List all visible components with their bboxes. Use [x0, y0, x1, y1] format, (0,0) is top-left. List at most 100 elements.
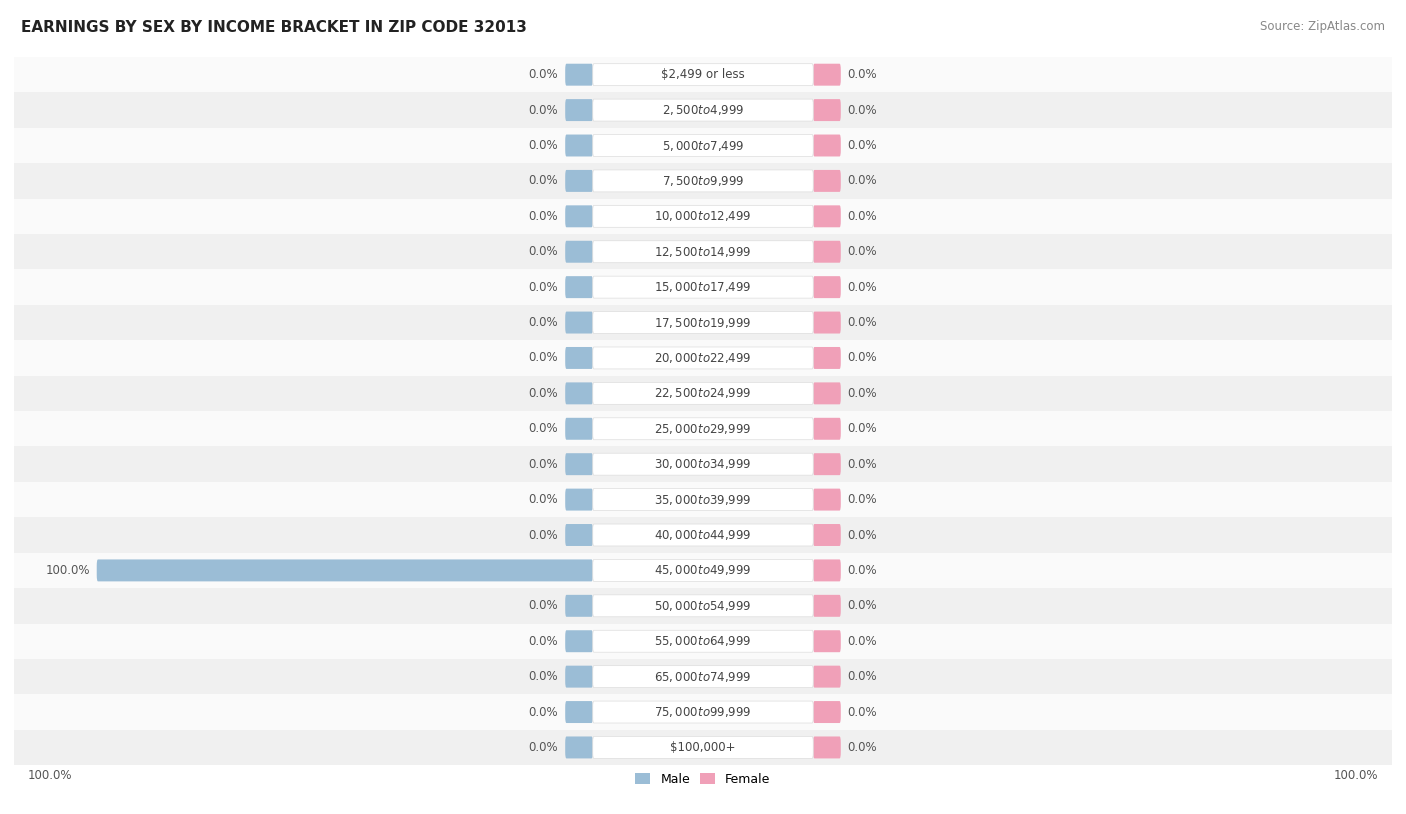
FancyBboxPatch shape: [593, 383, 813, 405]
Text: $45,000 to $49,999: $45,000 to $49,999: [654, 563, 752, 577]
FancyBboxPatch shape: [593, 595, 813, 617]
Text: $15,000 to $17,499: $15,000 to $17,499: [654, 280, 752, 294]
Text: $20,000 to $22,499: $20,000 to $22,499: [654, 351, 752, 365]
FancyBboxPatch shape: [565, 701, 593, 723]
Text: 0.0%: 0.0%: [848, 103, 877, 116]
Bar: [14, 411, 1392, 446]
FancyBboxPatch shape: [593, 205, 813, 227]
FancyBboxPatch shape: [813, 418, 841, 440]
Text: 0.0%: 0.0%: [529, 352, 558, 365]
Text: EARNINGS BY SEX BY INCOME BRACKET IN ZIP CODE 32013: EARNINGS BY SEX BY INCOME BRACKET IN ZIP…: [21, 20, 527, 35]
FancyBboxPatch shape: [813, 205, 841, 227]
Text: $50,000 to $54,999: $50,000 to $54,999: [654, 599, 752, 613]
FancyBboxPatch shape: [565, 276, 593, 298]
Text: 0.0%: 0.0%: [529, 387, 558, 400]
FancyBboxPatch shape: [593, 701, 813, 723]
Text: 0.0%: 0.0%: [848, 493, 877, 506]
FancyBboxPatch shape: [593, 347, 813, 369]
Bar: [14, 92, 1392, 128]
FancyBboxPatch shape: [97, 559, 593, 581]
Text: $40,000 to $44,999: $40,000 to $44,999: [654, 528, 752, 542]
Text: 0.0%: 0.0%: [848, 528, 877, 541]
Text: $10,000 to $12,499: $10,000 to $12,499: [654, 209, 752, 223]
Text: 0.0%: 0.0%: [848, 635, 877, 648]
FancyBboxPatch shape: [593, 453, 813, 475]
FancyBboxPatch shape: [593, 276, 813, 298]
Text: 0.0%: 0.0%: [529, 599, 558, 612]
Text: 0.0%: 0.0%: [848, 741, 877, 754]
Bar: [14, 588, 1392, 624]
Bar: [14, 730, 1392, 765]
Text: $55,000 to $64,999: $55,000 to $64,999: [654, 634, 752, 648]
Text: $30,000 to $34,999: $30,000 to $34,999: [654, 457, 752, 471]
Text: 0.0%: 0.0%: [848, 174, 877, 187]
Text: 100.0%: 100.0%: [1334, 769, 1378, 782]
FancyBboxPatch shape: [565, 99, 593, 121]
FancyBboxPatch shape: [593, 666, 813, 688]
FancyBboxPatch shape: [813, 347, 841, 369]
Text: 0.0%: 0.0%: [848, 422, 877, 435]
Bar: [14, 304, 1392, 340]
FancyBboxPatch shape: [813, 488, 841, 510]
Text: $5,000 to $7,499: $5,000 to $7,499: [662, 138, 744, 152]
FancyBboxPatch shape: [593, 559, 813, 581]
Bar: [14, 269, 1392, 304]
FancyBboxPatch shape: [813, 241, 841, 263]
FancyBboxPatch shape: [565, 666, 593, 688]
Text: 0.0%: 0.0%: [848, 564, 877, 577]
Text: 0.0%: 0.0%: [848, 139, 877, 152]
Text: 100.0%: 100.0%: [45, 564, 90, 577]
FancyBboxPatch shape: [565, 737, 593, 759]
FancyBboxPatch shape: [593, 312, 813, 334]
Text: 0.0%: 0.0%: [529, 103, 558, 116]
Text: $25,000 to $29,999: $25,000 to $29,999: [654, 422, 752, 435]
FancyBboxPatch shape: [565, 312, 593, 334]
FancyBboxPatch shape: [565, 418, 593, 440]
FancyBboxPatch shape: [813, 737, 841, 759]
Text: Source: ZipAtlas.com: Source: ZipAtlas.com: [1260, 20, 1385, 33]
Text: 0.0%: 0.0%: [848, 352, 877, 365]
FancyBboxPatch shape: [565, 383, 593, 405]
Bar: [14, 234, 1392, 269]
Bar: [14, 57, 1392, 92]
Text: 0.0%: 0.0%: [848, 245, 877, 258]
Bar: [14, 482, 1392, 518]
FancyBboxPatch shape: [593, 524, 813, 546]
FancyBboxPatch shape: [813, 312, 841, 334]
Text: 0.0%: 0.0%: [848, 316, 877, 329]
Bar: [14, 163, 1392, 199]
FancyBboxPatch shape: [593, 737, 813, 759]
Text: 0.0%: 0.0%: [529, 741, 558, 754]
FancyBboxPatch shape: [813, 63, 841, 85]
FancyBboxPatch shape: [565, 170, 593, 192]
FancyBboxPatch shape: [813, 701, 841, 723]
Bar: [14, 694, 1392, 730]
Text: $7,500 to $9,999: $7,500 to $9,999: [662, 174, 744, 188]
FancyBboxPatch shape: [813, 276, 841, 298]
Text: 0.0%: 0.0%: [848, 68, 877, 81]
Text: $75,000 to $99,999: $75,000 to $99,999: [654, 705, 752, 719]
FancyBboxPatch shape: [565, 241, 593, 263]
Text: 0.0%: 0.0%: [529, 528, 558, 541]
FancyBboxPatch shape: [565, 630, 593, 652]
FancyBboxPatch shape: [565, 595, 593, 617]
FancyBboxPatch shape: [593, 170, 813, 192]
Text: $100,000+: $100,000+: [671, 741, 735, 754]
FancyBboxPatch shape: [593, 630, 813, 652]
Text: $2,499 or less: $2,499 or less: [661, 68, 745, 81]
Text: 0.0%: 0.0%: [529, 316, 558, 329]
Text: 0.0%: 0.0%: [529, 174, 558, 187]
FancyBboxPatch shape: [813, 595, 841, 617]
Bar: [14, 340, 1392, 375]
FancyBboxPatch shape: [565, 134, 593, 156]
FancyBboxPatch shape: [813, 383, 841, 405]
FancyBboxPatch shape: [565, 347, 593, 369]
Bar: [14, 199, 1392, 234]
FancyBboxPatch shape: [593, 63, 813, 85]
FancyBboxPatch shape: [565, 63, 593, 85]
Text: 0.0%: 0.0%: [529, 457, 558, 470]
Bar: [14, 553, 1392, 588]
Text: $65,000 to $74,999: $65,000 to $74,999: [654, 670, 752, 684]
Text: 0.0%: 0.0%: [529, 422, 558, 435]
Bar: [14, 128, 1392, 163]
